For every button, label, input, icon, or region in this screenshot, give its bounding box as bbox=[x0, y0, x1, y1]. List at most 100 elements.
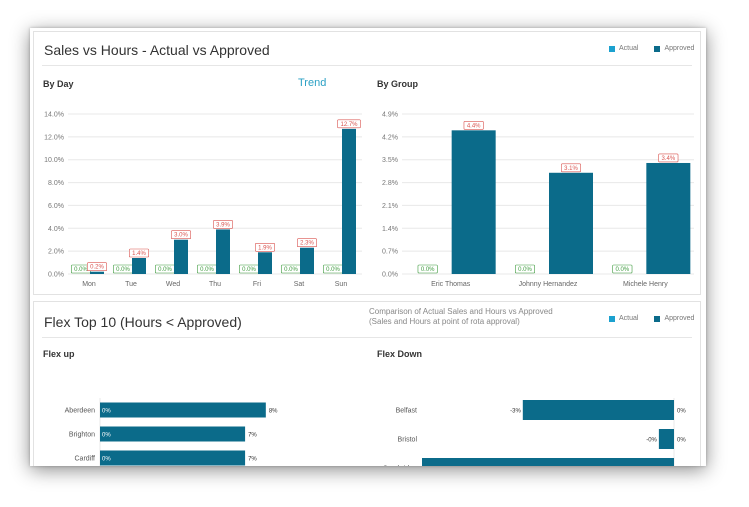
legend-actual-label: Actual bbox=[619, 45, 639, 52]
legend-approved-swatch bbox=[654, 315, 661, 322]
flex-up-label: Flex up bbox=[43, 349, 75, 359]
flex-down-label: Flex Down bbox=[377, 349, 423, 359]
data-label-approved-box bbox=[463, 121, 484, 130]
y-tick-label: 2.8% bbox=[382, 180, 398, 187]
data-label-approved-box bbox=[213, 220, 234, 229]
data-label-actual: 0.0% bbox=[200, 267, 214, 273]
data-label-approved-box bbox=[129, 248, 150, 258]
by-day-label: By Day bbox=[43, 79, 74, 89]
y-tick-label: 8.0% bbox=[48, 180, 64, 187]
bar-approved bbox=[100, 426, 246, 442]
bar-approved bbox=[216, 229, 230, 274]
data-label-actual: 0.0% bbox=[615, 267, 629, 273]
note-line-1: Comparison of Actual Sales and Hours vs … bbox=[369, 307, 553, 316]
category-label: Bristol bbox=[398, 437, 418, 444]
data-label-approved: 12.7% bbox=[340, 122, 358, 128]
data-label-actual: 0.0% bbox=[421, 267, 435, 273]
data-label-approved-box bbox=[337, 119, 361, 129]
y-tick-label: 2.0% bbox=[48, 249, 64, 256]
data-label-approved: 4.4% bbox=[467, 123, 481, 129]
data-label-approved-box bbox=[255, 242, 276, 252]
data-label-approved: 7% bbox=[248, 433, 257, 439]
category-label: Cardiff bbox=[75, 456, 96, 463]
data-label-actual-box bbox=[417, 264, 438, 274]
x-tick-label: Michele Henry bbox=[623, 281, 668, 288]
note-line-2: (Sales and Hours at point of rota approv… bbox=[369, 317, 520, 326]
comparison-note: Comparison of Actual Sales and Hours vs … bbox=[369, 307, 553, 327]
data-label-approved: 3.0% bbox=[174, 233, 188, 239]
category-label: Brighton bbox=[69, 432, 95, 439]
legend-approved-swatch bbox=[654, 45, 661, 52]
y-tick-label: 0.7% bbox=[382, 249, 398, 256]
bar-approved bbox=[522, 400, 674, 420]
data-label-actual: 0.0% bbox=[284, 267, 298, 273]
bar-approved bbox=[300, 247, 314, 274]
data-label-actual: 0.0% bbox=[74, 267, 88, 273]
panel-title: Flex Top 10 (Hours < Approved) bbox=[44, 314, 242, 330]
title-divider bbox=[42, 337, 692, 338]
x-tick-label: Thu bbox=[209, 281, 221, 288]
y-tick-label: 6.0% bbox=[48, 203, 64, 210]
data-label-actual: 0% bbox=[677, 438, 686, 444]
by-day-chart: 0.0% 2.0% 4.0% 6.0% 8.0% 10.0% 12.0% 14.0% Mon 0.… bbox=[44, 112, 362, 288]
flex-top-10-panel: Flex Top 10 (Hours < Approved) Compariso… bbox=[33, 301, 701, 466]
sales-vs-hours-panel: Sales vs Hours - Actual vs Approved Actu… bbox=[33, 31, 701, 295]
data-label-actual-box bbox=[515, 264, 536, 274]
by-group-chart: 0.0% 0.7% 1.4% 2.1% 2.8% 3.5% 4.2% 4.9% Eric Tho… bbox=[382, 112, 694, 288]
x-tick-label: Wed bbox=[166, 281, 180, 288]
y-tick-label: 2.1% bbox=[382, 203, 398, 210]
data-label-actual: 0% bbox=[677, 409, 686, 415]
y-tick-label: 14.0% bbox=[44, 112, 64, 119]
data-label-approved: 0.2% bbox=[90, 265, 104, 271]
data-label-actual: 0.0% bbox=[116, 267, 130, 273]
data-label-actual: 0.0% bbox=[242, 267, 256, 273]
bar-approved bbox=[342, 128, 356, 274]
data-label-actual: 0% bbox=[102, 457, 111, 463]
data-label-approved: 3.9% bbox=[216, 222, 230, 228]
bar-approved bbox=[100, 450, 246, 466]
bar-approved bbox=[646, 162, 691, 274]
legend-actual-swatch bbox=[609, 45, 615, 52]
data-label-actual-box bbox=[612, 264, 633, 274]
bar-approved bbox=[174, 239, 188, 274]
y-tick-label: 0.0% bbox=[48, 272, 64, 279]
y-tick-label: 3.5% bbox=[382, 157, 398, 164]
data-label-approved: -0% bbox=[646, 438, 657, 444]
chart-legend: Actual Approved bbox=[609, 315, 694, 322]
data-label-approved-box bbox=[658, 153, 679, 163]
category-label: Cambridge bbox=[383, 466, 417, 467]
category-label: Belfast bbox=[396, 408, 417, 415]
data-label-actual: 0.0% bbox=[158, 267, 172, 273]
data-label-approved-box bbox=[86, 262, 107, 272]
data-label-approved: 1.9% bbox=[258, 245, 272, 251]
category-label: Aberdeen bbox=[65, 408, 95, 415]
data-label-actual: 0% bbox=[102, 409, 111, 415]
flex-down-chart: Belfast -3% 0%Bristol -0% 0%Cambridge-5% 0% bbox=[383, 398, 686, 467]
legend-approved-label: Approved bbox=[664, 315, 695, 322]
y-tick-label: 4.0% bbox=[48, 226, 64, 233]
y-tick-label: 1.4% bbox=[382, 226, 398, 233]
data-label-approved: 3.4% bbox=[661, 156, 675, 162]
y-tick-label: 0.0% bbox=[382, 272, 398, 279]
chart-legend: Actual Approved bbox=[609, 45, 694, 52]
y-tick-label: 12.0% bbox=[44, 134, 64, 141]
x-tick-label: Sun bbox=[335, 281, 348, 288]
bar-approved bbox=[658, 429, 674, 449]
data-label-actual: 0% bbox=[102, 433, 111, 439]
legend-actual-swatch bbox=[609, 315, 615, 322]
data-label-approved: 7% bbox=[248, 457, 257, 463]
x-tick-label: Fri bbox=[253, 281, 262, 288]
bar-approved bbox=[451, 130, 496, 274]
data-label-approved: 2.3% bbox=[300, 241, 314, 247]
data-label-actual: 0.0% bbox=[518, 267, 532, 273]
dashboard-frame: Sales vs Hours - Actual vs Approved Actu… bbox=[30, 28, 706, 466]
bar-approved bbox=[100, 402, 266, 418]
trend-link[interactable]: Trend bbox=[298, 77, 327, 89]
bar-approved bbox=[549, 172, 593, 274]
y-tick-label: 4.2% bbox=[382, 134, 398, 141]
x-tick-label: Johnny Hernandez bbox=[519, 281, 578, 288]
data-label-approved-box bbox=[561, 163, 582, 173]
data-label-approved: -3% bbox=[510, 409, 521, 415]
bar-approved bbox=[258, 252, 272, 274]
data-label-approved-box bbox=[171, 230, 192, 240]
